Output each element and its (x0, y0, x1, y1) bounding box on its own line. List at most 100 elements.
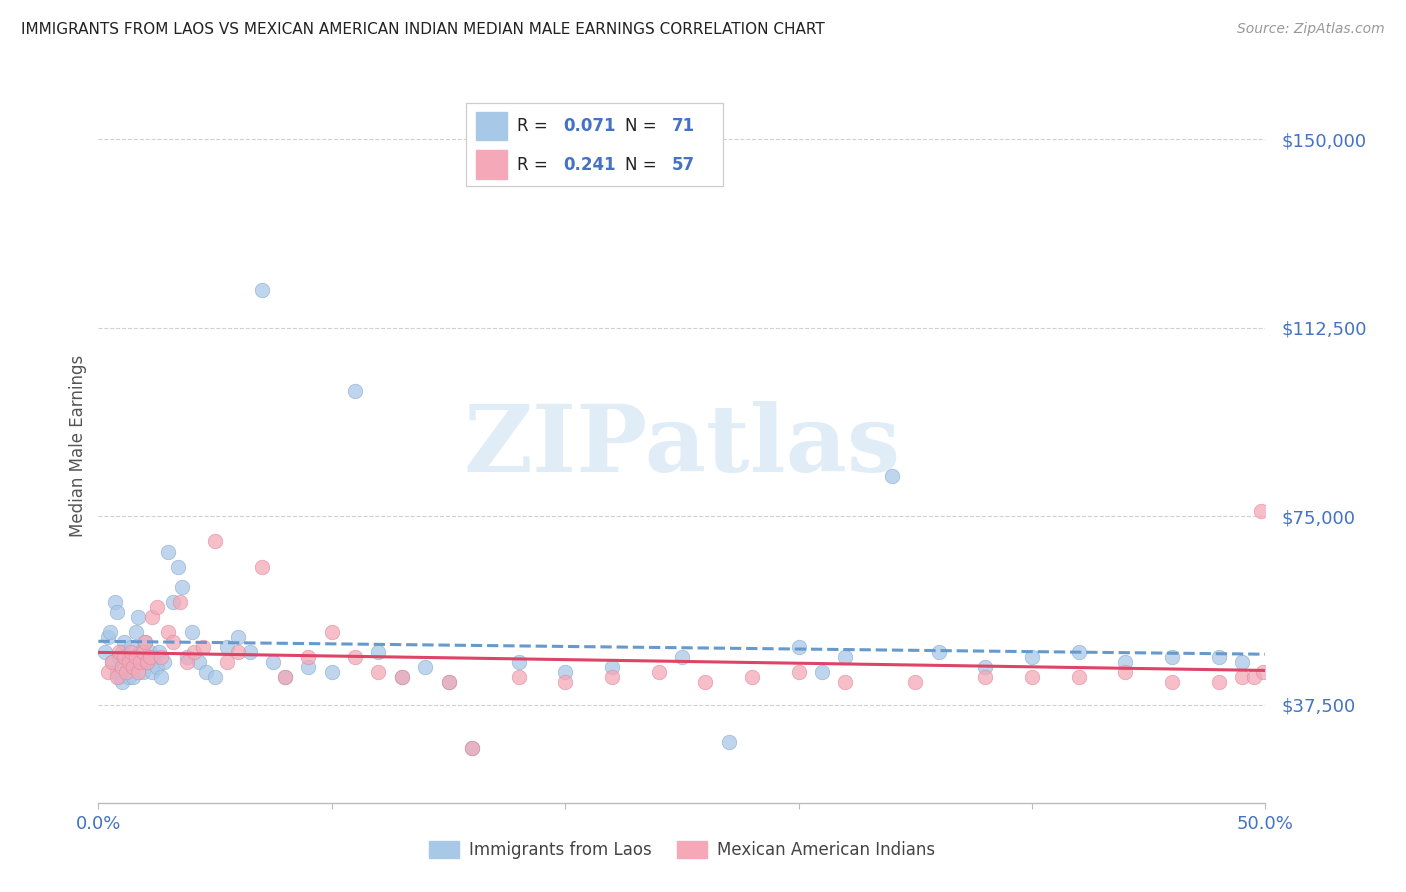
Point (146, 599, 169, 614)
Point (134, 635, 156, 649)
Point (146, 660, 169, 674)
Point (122, 660, 145, 674)
Point (98, 624, 121, 639)
Point (671, 650, 693, 665)
Point (150, 670, 173, 684)
Point (297, 660, 319, 674)
Point (118, 655, 141, 669)
Point (139, 645, 162, 659)
Point (1251, 665, 1274, 680)
Point (125, 650, 148, 665)
Point (108, 670, 131, 684)
Legend: Immigrants from Laos, Mexican American Indians: Immigrants from Laos, Mexican American I… (422, 834, 942, 866)
Point (1230, 670, 1253, 684)
Point (1208, 650, 1230, 665)
Point (1067, 645, 1090, 659)
Point (166, 559, 188, 574)
Point (157, 544, 180, 558)
Point (204, 670, 226, 684)
Point (94, 645, 117, 659)
Point (112, 650, 135, 665)
Point (1021, 670, 1043, 684)
Point (1021, 650, 1043, 665)
Point (187, 655, 209, 669)
Point (111, 675, 134, 690)
Point (695, 675, 717, 690)
Point (111, 660, 134, 674)
Point (176, 650, 198, 665)
Point (204, 534, 226, 549)
Point (118, 670, 141, 684)
Point (134, 635, 156, 649)
Point (105, 605, 128, 619)
Text: IMMIGRANTS FROM LAOS VS MEXICAN AMERICAN INDIAN MEDIAN MALE EARNINGS CORRELATION: IMMIGRANTS FROM LAOS VS MEXICAN AMERICAN… (21, 22, 825, 37)
Point (437, 675, 460, 690)
Point (143, 650, 166, 665)
Point (132, 645, 155, 659)
Point (834, 650, 856, 665)
Point (183, 645, 205, 659)
Point (321, 624, 343, 639)
Point (215, 655, 238, 669)
Point (1114, 655, 1136, 669)
Point (136, 655, 159, 669)
Point (367, 665, 389, 680)
Point (127, 665, 149, 680)
Point (228, 630, 250, 644)
Point (1114, 665, 1136, 680)
Point (391, 670, 413, 684)
Point (169, 595, 191, 609)
Point (1161, 675, 1184, 690)
Point (120, 640, 142, 654)
Point (904, 675, 927, 690)
Point (148, 645, 170, 659)
Point (508, 655, 530, 669)
Point (127, 610, 149, 624)
Point (122, 655, 145, 669)
Point (297, 650, 319, 665)
Point (274, 670, 297, 684)
Point (1243, 670, 1265, 684)
Point (141, 610, 163, 624)
Point (834, 675, 856, 690)
Point (141, 665, 163, 680)
Point (600, 660, 623, 674)
Point (554, 665, 576, 680)
Point (180, 624, 202, 639)
Point (120, 645, 142, 659)
Point (172, 580, 194, 594)
Point (118, 650, 141, 665)
Point (344, 650, 367, 665)
Point (461, 740, 484, 755)
Text: ZIPatlas: ZIPatlas (464, 401, 900, 491)
Point (600, 670, 623, 684)
Text: Source: ZipAtlas.com: Source: ZipAtlas.com (1237, 22, 1385, 37)
Point (1250, 504, 1272, 518)
Point (101, 655, 124, 669)
Point (104, 595, 127, 609)
Point (880, 469, 903, 483)
Point (136, 655, 159, 669)
Point (108, 650, 131, 665)
Point (647, 665, 669, 680)
Point (215, 640, 238, 654)
Point (112, 635, 135, 649)
Point (787, 665, 810, 680)
Point (97, 665, 120, 680)
Point (105, 665, 128, 680)
Point (157, 624, 180, 639)
Point (717, 735, 740, 749)
Point (162, 635, 184, 649)
Point (344, 384, 367, 398)
Point (1208, 675, 1230, 690)
Point (115, 665, 138, 680)
Point (176, 655, 198, 669)
Point (194, 665, 217, 680)
Point (129, 645, 152, 659)
Point (228, 645, 250, 659)
Point (811, 665, 834, 680)
Point (108, 645, 131, 659)
Point (413, 660, 436, 674)
Point (554, 675, 576, 690)
Point (129, 655, 152, 669)
